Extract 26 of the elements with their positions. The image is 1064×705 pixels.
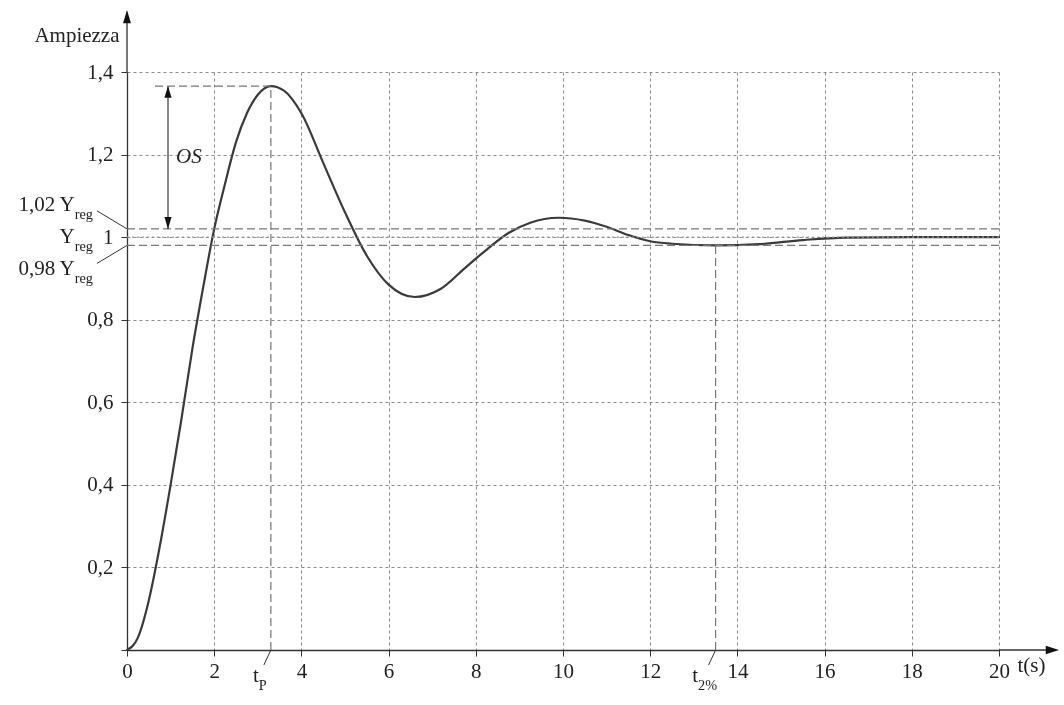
ref-line-label: t$_{P}$ <box>252 663 267 693</box>
ref-line-label: 0,98 Y$_{reg}$ <box>18 256 93 287</box>
y-tick-label: 1,2 <box>87 142 114 167</box>
y-tick-label: 0,4 <box>87 472 114 497</box>
x-tick-label: 10 <box>553 658 574 683</box>
x-tick-label: 8 <box>471 658 482 683</box>
x-axis-title: t(s) <box>1017 652 1046 677</box>
x-tick-label: 12 <box>640 658 662 683</box>
y-tick-label: 1 <box>103 224 114 249</box>
ref-line-label: 1,02 Y$_{reg}$ <box>18 191 93 222</box>
x-tick-label: 0 <box>122 658 133 683</box>
y-axis-title: Ampiezza <box>34 22 121 47</box>
ref-line-label: Y$_{reg}$ <box>59 224 93 255</box>
y-tick-label: 0,8 <box>87 307 114 332</box>
x-tick-label: 4 <box>296 658 308 683</box>
ref-line-label: t$_{2%}$ <box>692 663 718 693</box>
y-tick-label: 0,2 <box>87 554 114 579</box>
x-tick-label: 14 <box>727 658 749 683</box>
y-tick-label: 1,4 <box>87 59 114 84</box>
annotation: OS <box>176 144 203 169</box>
y-tick-label: 0,6 <box>87 389 114 414</box>
x-tick-label: 20 <box>989 658 1010 683</box>
x-tick-label: 18 <box>901 658 923 683</box>
x-tick-label: 16 <box>814 658 836 683</box>
x-tick-label: 2 <box>209 658 220 683</box>
x-tick-label: 6 <box>383 658 395 683</box>
